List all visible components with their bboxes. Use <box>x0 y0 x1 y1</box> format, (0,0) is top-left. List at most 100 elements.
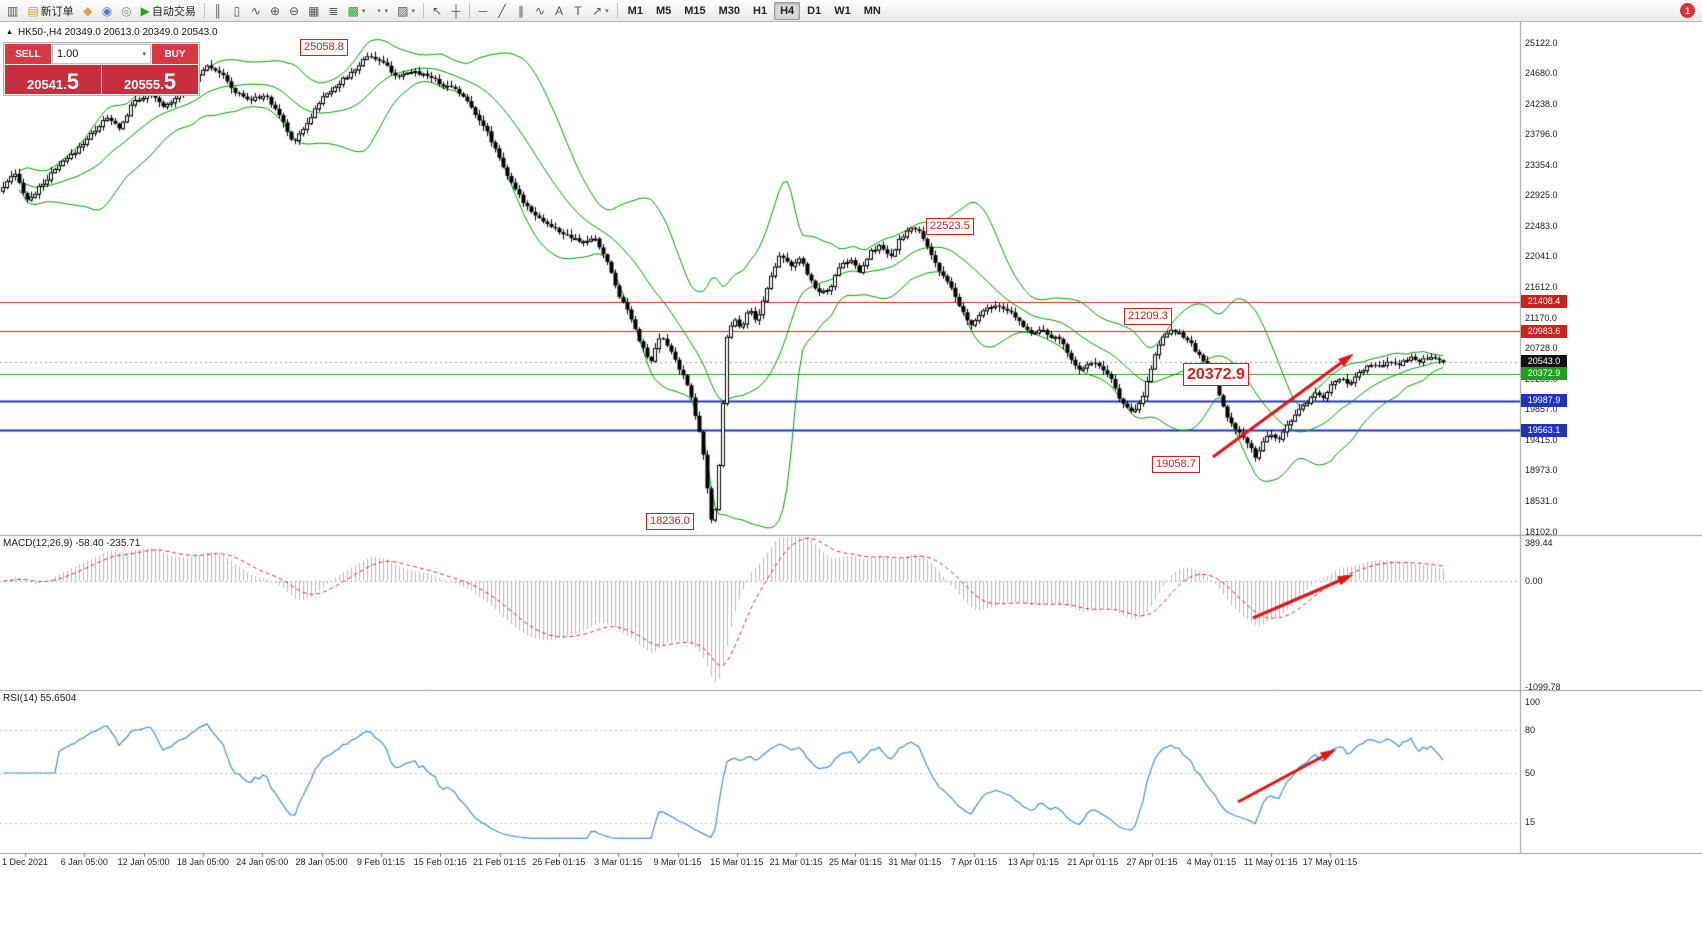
timeframe-m15-label: M15 <box>684 4 706 17</box>
price-axis-tick: 22483.0 <box>1525 220 1558 231</box>
timeframe-h1[interactable]: H1 <box>747 2 773 20</box>
timeframe-mn[interactable]: MN <box>858 2 887 20</box>
symbol-marker-icon: ▲ <box>6 29 13 36</box>
timeframe-mn-label: MN <box>863 4 881 17</box>
horizontal-line-icon[interactable]: ─ <box>474 2 492 20</box>
toolbar-separator <box>616 3 618 18</box>
time-axis-label: 9 Feb 01:15 <box>356 857 405 867</box>
text-label-icon-glyph: T <box>574 3 582 18</box>
help-icon[interactable]: ◎ <box>117 2 135 20</box>
time-axis-label: 21 Apr 01:15 <box>1067 857 1119 867</box>
timeframe-h4[interactable]: H4 <box>774 1 801 20</box>
buy-button[interactable]: BUY <box>152 44 198 64</box>
time-axis-label: 9 Mar 01:15 <box>653 857 702 867</box>
timeframe-m30-label: M30 <box>718 4 741 17</box>
time-axis-label: 17 May 01:15 <box>1302 857 1358 867</box>
price-annotation[interactable]: 18236.0 <box>646 513 694 530</box>
time-axis-label: 15 Feb 01:15 <box>413 857 467 867</box>
time-axis-label: 21 Mar 01:15 <box>769 857 823 867</box>
volume-dropdown-icon[interactable]: ▾ <box>142 51 146 58</box>
time-axis-label: 15 Mar 01:15 <box>710 857 764 867</box>
periods-icon-glyph: ◔ <box>374 3 382 18</box>
time-axis-label: 6 Jan 05:00 <box>60 857 108 867</box>
community-icon-glyph: ◉ <box>101 3 113 18</box>
crosshair-icon[interactable]: ┼ <box>447 2 465 20</box>
rsi-axis-tick: 100 <box>1525 696 1541 707</box>
autotrading-button-label: 自动交易 <box>151 5 196 18</box>
timeframe-m15[interactable]: M15 <box>678 2 711 20</box>
tile-windows-icon[interactable]: ▦ <box>304 2 323 20</box>
new-order-button-glyph: ▤ <box>27 3 39 18</box>
macd-axis-tick: -1099.78 <box>1525 681 1561 692</box>
time-axis-label: 28 Jan 05:00 <box>295 857 348 867</box>
sell-price[interactable]: 20541. 5 <box>5 65 101 94</box>
sell-price-big-digit: 5 <box>66 69 79 95</box>
bar-chart-type-icon[interactable]: ║ <box>209 2 227 20</box>
mql5-market-icon-glyph: ◆ <box>83 3 93 18</box>
price-annotation[interactable]: 25058.8 <box>300 39 348 56</box>
timeframe-w1[interactable]: W1 <box>828 2 857 20</box>
buy-price-big-digit: 5 <box>163 69 176 95</box>
periods-icon[interactable]: ◔ ▾ <box>370 2 392 20</box>
volume-value[interactable]: 1.00 <box>57 48 79 60</box>
text-icon[interactable]: A <box>550 2 568 20</box>
equidistant-channel-icon[interactable]: ∥ <box>512 2 530 20</box>
candlestick-chart-type-icon[interactable]: ▯ <box>228 2 246 20</box>
zoom-out-icon[interactable]: ⊖ <box>285 2 303 20</box>
add-indicator-icon[interactable]: ▩ ▾ <box>343 2 369 20</box>
timeframe-d1[interactable]: D1 <box>801 2 827 20</box>
chart-canvas[interactable] <box>0 22 1702 945</box>
price-annotation[interactable]: 21209.3 <box>1124 308 1172 325</box>
price-annotation[interactable]: 19058.7 <box>1152 456 1200 473</box>
templates-icon[interactable]: ▨ ▾ <box>393 2 419 20</box>
charts-icon-glyph: ▥ <box>7 3 19 18</box>
trendline-icon[interactable]: ╱ <box>493 2 511 20</box>
toolbar-separator <box>422 3 424 18</box>
rsi-axis-tick: 80 <box>1525 724 1536 735</box>
autotrading-button[interactable]: ▶ 自动交易 <box>137 2 200 20</box>
price-axis-tick: 19857.0 <box>1525 404 1558 415</box>
line-chart-type-icon[interactable]: ∿ <box>247 2 265 20</box>
arrows-objects-icon[interactable]: ↗ ▾ <box>588 2 613 20</box>
bar-chart-type-icon-glyph: ║ <box>213 3 223 18</box>
fibonacci-icon[interactable]: ∿ <box>531 2 549 20</box>
price-annotation[interactable]: 20372.9 <box>1183 363 1249 386</box>
notifications-badge[interactable]: 1 <box>1680 3 1695 18</box>
charts-icon[interactable]: ▥ <box>3 2 22 20</box>
timeframe-m5[interactable]: M5 <box>650 2 677 20</box>
zoom-in-icon[interactable]: ⊕ <box>266 2 284 20</box>
timeframe-m1[interactable]: M1 <box>622 2 649 20</box>
add-indicator-icon-caret: ▾ <box>361 7 366 15</box>
price-tag: 20372.9 <box>1521 367 1567 381</box>
text-label-icon[interactable]: T <box>569 2 587 20</box>
indicators-list-icon[interactable]: ≣ <box>324 2 342 20</box>
price-axis-tick: 24238.0 <box>1525 98 1558 109</box>
toolbar-separator <box>203 3 205 18</box>
mql5-market-icon[interactable]: ◆ <box>79 2 97 20</box>
timeframe-m30[interactable]: M30 <box>713 2 746 20</box>
price-axis-tick: 18102.0 <box>1525 526 1558 537</box>
rsi-axis-tick: 15 <box>1525 817 1536 828</box>
new-order-button[interactable]: ▤ 新订单 <box>23 2 77 20</box>
price-tag: 20983.6 <box>1521 324 1567 338</box>
volume-field[interactable]: 1.00 ▾ <box>52 44 151 64</box>
price-axis-tick: 23796.0 <box>1525 129 1558 140</box>
time-axis-label: 27 Apr 01:15 <box>1126 857 1178 867</box>
indicators-list-icon-glyph: ≣ <box>328 3 339 18</box>
templates-icon-caret: ▾ <box>411 7 415 15</box>
community-icon[interactable]: ◉ <box>98 2 116 20</box>
cursor-icon[interactable]: ↖ <box>428 2 446 20</box>
trendline-icon-glyph: ╱ <box>498 3 506 18</box>
symbol-info: ▲ HK50-,H4 20349.0 20613.0 20349.0 20543… <box>6 27 218 38</box>
sell-button[interactable]: SELL <box>5 44 51 64</box>
templates-icon-glyph: ▨ <box>397 3 409 18</box>
time-axis-label: 13 Apr 01:15 <box>1007 857 1059 867</box>
time-axis-label: 24 Jan 05:00 <box>236 857 289 867</box>
price-axis-tick: 19415.0 <box>1525 434 1558 445</box>
one-click-trading-panel: SELL 1.00 ▾ BUY 20541. 5 20555. 5 <box>3 42 200 96</box>
equidistant-channel-icon-glyph: ∥ <box>518 3 525 18</box>
toolbar: ▥ ▤ 新订单 ◆ ◉ ◎ ▶ 自动交易 ║ ▯ ∿ ⊕ ⊖ ▦ ≣ ▩ ▾ ◔ ▾ ▨ ▾ ↖ ┼ ─ ╱ ∥ ∿ A T ↗ ▾ M1 M5… <box>0 0 1702 22</box>
price-annotation[interactable]: 22523.5 <box>926 218 974 235</box>
price-axis-tick: 24680.0 <box>1525 68 1558 79</box>
buy-price[interactable]: 20555. 5 <box>102 65 198 94</box>
